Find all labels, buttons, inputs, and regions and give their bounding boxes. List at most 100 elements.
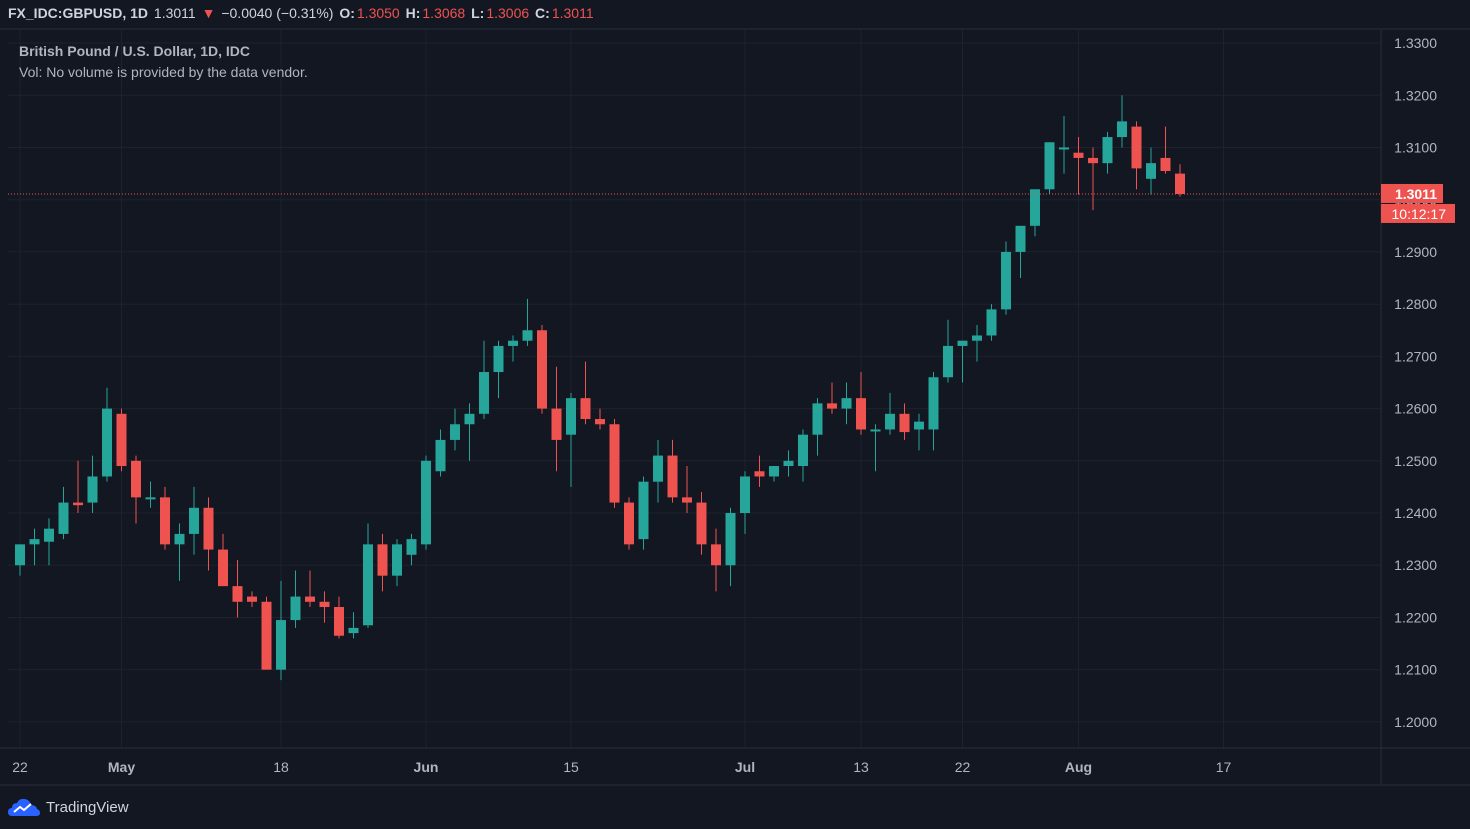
candle-up xyxy=(44,518,54,566)
candle-up xyxy=(725,507,736,587)
low-label: L: xyxy=(471,5,485,21)
candle-up xyxy=(740,471,750,534)
candle-up xyxy=(450,408,460,451)
candle-body xyxy=(29,539,40,545)
candle-down xyxy=(696,492,707,555)
candle-body xyxy=(1117,121,1127,138)
candle-down xyxy=(667,439,678,503)
candle-up xyxy=(435,429,446,477)
axes: 1.33001.32001.31001.30001.29001.28001.27… xyxy=(0,28,1470,786)
candle-body xyxy=(682,497,692,503)
y-tick-label: 1.2800 xyxy=(1394,296,1437,312)
candle-body xyxy=(377,544,388,576)
candle-body xyxy=(290,596,301,621)
y-tick-label: 1.3300 xyxy=(1394,35,1437,51)
candle-up xyxy=(783,450,794,477)
candle-body xyxy=(160,497,170,545)
x-tick-label: 22 xyxy=(955,759,971,775)
candle-body xyxy=(580,398,591,420)
candle-body xyxy=(247,596,257,602)
candle-body xyxy=(58,502,69,534)
candle-body xyxy=(740,476,750,514)
candle-body xyxy=(1001,251,1011,310)
candle-up xyxy=(1117,95,1127,148)
tradingview-cloud-icon xyxy=(8,798,40,816)
candle-up xyxy=(290,570,301,628)
candle-up xyxy=(1015,225,1026,279)
candle-up xyxy=(406,533,417,566)
candle-body xyxy=(653,455,663,482)
candle-down xyxy=(682,466,692,514)
candle-body xyxy=(218,549,228,587)
candle-body xyxy=(783,460,794,467)
candle-body xyxy=(667,455,678,498)
candle-up xyxy=(29,528,40,566)
candle-body xyxy=(841,398,852,409)
candle-down xyxy=(73,460,83,514)
candle-up xyxy=(972,325,982,362)
legend-title[interactable]: British Pound / U.S. Dollar, 1D, IDC xyxy=(19,43,251,59)
candle-up xyxy=(986,304,997,341)
candle-body xyxy=(363,544,373,626)
candle-down xyxy=(131,455,141,524)
candle-down xyxy=(580,361,591,425)
candle-body xyxy=(44,528,54,542)
candle-down xyxy=(1088,147,1098,211)
chart-legend: British Pound / U.S. Dollar, 1D, IDC Vol… xyxy=(19,41,308,83)
candle-body xyxy=(1131,126,1142,169)
candle-body xyxy=(522,330,533,341)
candle-body xyxy=(1146,163,1156,179)
y-tick-label: 1.2400 xyxy=(1394,505,1437,521)
candle-up xyxy=(58,486,69,540)
candle-body xyxy=(711,544,721,566)
candle-body xyxy=(493,345,504,373)
y-tick-label: 1.2600 xyxy=(1394,401,1437,417)
price-change: −0.0040 (−0.31%) xyxy=(221,5,334,21)
brand-logo[interactable]: TradingView xyxy=(8,795,129,819)
candle-body xyxy=(856,398,866,430)
x-tick-label: Jul xyxy=(735,759,755,775)
candle-body xyxy=(421,460,431,545)
x-tick-label: 15 xyxy=(563,759,579,775)
candle-down xyxy=(334,596,344,639)
candle-body xyxy=(15,544,25,566)
candle-up xyxy=(508,335,518,362)
open-value: 1.3050 xyxy=(356,5,400,21)
x-tick-label: 17 xyxy=(1216,759,1232,775)
candle-up xyxy=(1102,131,1113,174)
candle-body xyxy=(73,502,83,506)
candle-up xyxy=(15,544,25,576)
candle-up xyxy=(1146,147,1156,195)
candle-body xyxy=(232,586,243,602)
candle-body xyxy=(319,601,330,608)
candle-body xyxy=(435,439,446,472)
candle-body xyxy=(464,413,475,425)
x-tick-label: Jun xyxy=(414,759,439,775)
candle-body xyxy=(1160,157,1171,171)
high-label: H: xyxy=(405,5,421,21)
candle-up xyxy=(421,455,431,550)
candle-body xyxy=(261,601,272,670)
candle-body xyxy=(943,345,953,378)
y-tick-label: 1.2700 xyxy=(1394,348,1437,364)
y-tick-label: 1.2300 xyxy=(1394,557,1437,573)
candle-body xyxy=(87,476,98,503)
candle-down xyxy=(609,419,620,508)
countdown-badge-bg xyxy=(1381,203,1455,223)
candle-up xyxy=(493,340,504,399)
candle-body xyxy=(754,471,765,477)
grid xyxy=(8,30,1381,748)
symbol-label[interactable]: FX_IDC:GBPUSD, 1D xyxy=(8,5,149,21)
candle-body xyxy=(986,309,997,336)
high-value: 1.3068 xyxy=(422,5,466,21)
candle-body xyxy=(334,607,344,636)
candle-body xyxy=(1044,142,1055,190)
candle-body xyxy=(566,398,576,435)
candle-body xyxy=(276,620,286,670)
candle-up xyxy=(870,424,881,472)
candle-body xyxy=(406,539,417,555)
candle-body xyxy=(769,466,779,477)
candle-down xyxy=(203,497,214,571)
